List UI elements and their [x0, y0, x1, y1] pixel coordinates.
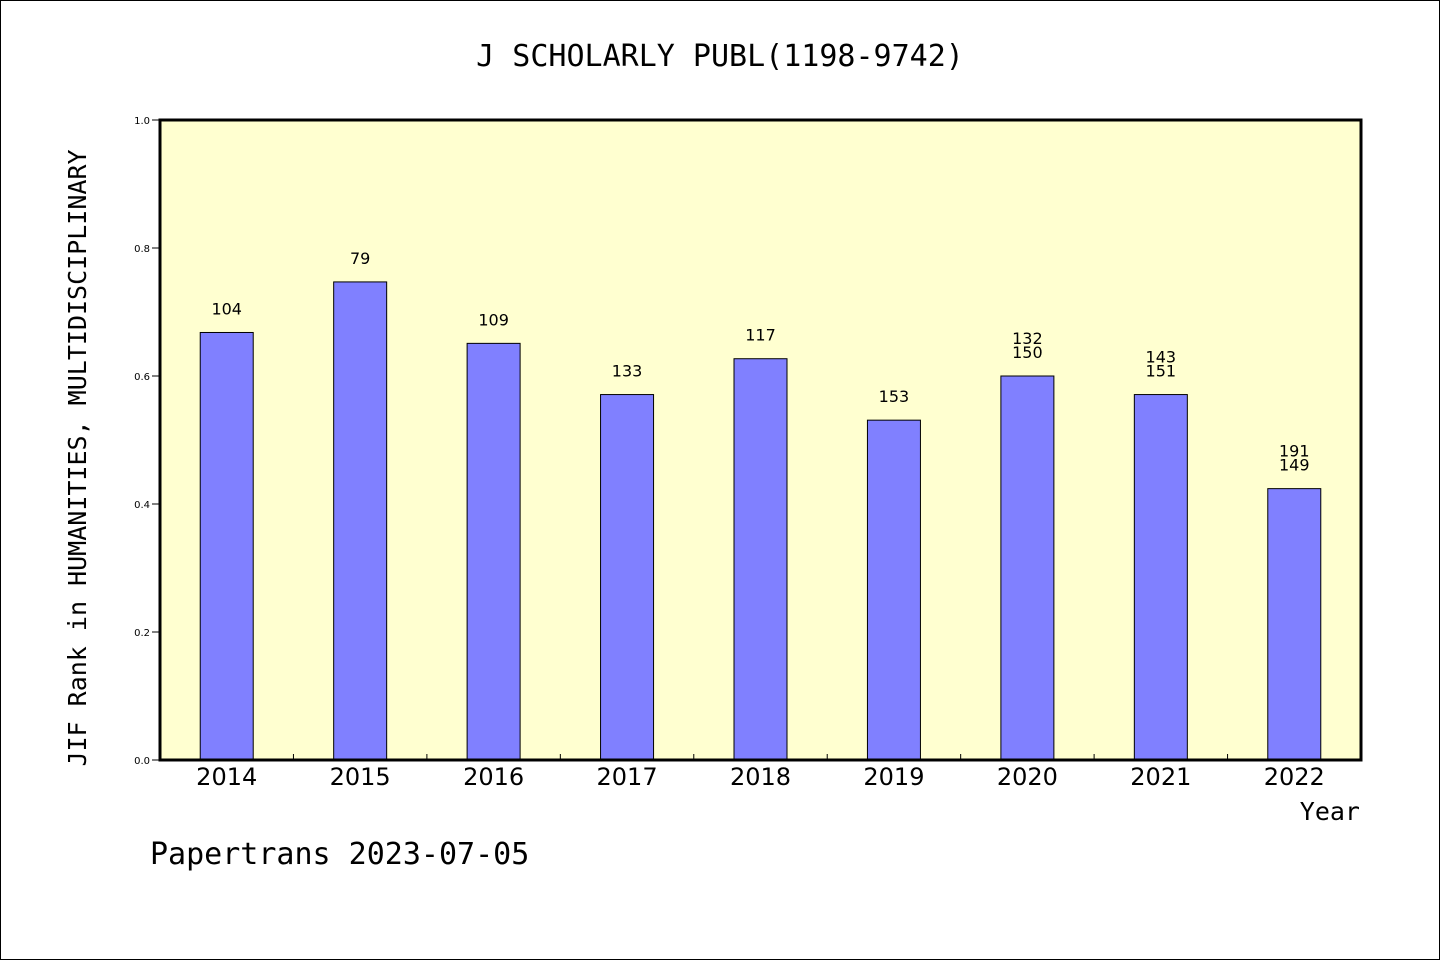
bar-rank-label: 117	[745, 326, 776, 345]
plot-border	[158, 118, 1363, 762]
x-tick-label: 2017	[597, 763, 658, 791]
x-axis-label: Year	[1300, 797, 1360, 826]
x-tick-label: 2022	[1264, 763, 1325, 791]
x-tick-label: 2015	[330, 763, 391, 791]
y-tick-label: 1.0	[134, 116, 150, 127]
bar-2017	[600, 394, 655, 761]
bar-rank-label: 79	[350, 249, 370, 268]
bar-2019	[866, 419, 921, 761]
bar-2021	[1133, 394, 1188, 761]
bar-rank-label: 150	[1012, 343, 1043, 362]
y-tick-label: 0.4	[134, 500, 150, 511]
bar-rank-label: 133	[612, 362, 643, 381]
bar-2014	[199, 331, 254, 761]
bar-2018	[733, 358, 788, 761]
bar-rank-label: 191	[1279, 442, 1310, 461]
bar-rank-label: 109	[478, 310, 509, 329]
y-tick-label: 0.6	[134, 372, 150, 383]
bar-rank-label: 143	[1146, 348, 1177, 367]
bar-2015	[333, 281, 388, 761]
y-tick-label: 0.0	[134, 756, 150, 767]
bar-2020	[1000, 375, 1055, 761]
y-tick-label: 0.8	[134, 244, 150, 255]
x-tick-label: 2021	[1130, 763, 1191, 791]
x-tick-label: 2020	[997, 763, 1058, 791]
x-tick-label: 2019	[863, 763, 924, 791]
bar-rank-label: 132	[1012, 329, 1043, 348]
bar-rank-label: 153	[879, 387, 910, 406]
x-tick-label: 2014	[196, 763, 257, 791]
x-tick-label: 2016	[463, 763, 524, 791]
bar-rank-label: 149	[1279, 456, 1310, 475]
bar-2016	[466, 342, 521, 761]
chart-title: J SCHOLARLY PUBL(1198-9742)	[476, 39, 964, 74]
y-tick-label: 0.2	[134, 628, 150, 639]
y-axis-label: JIF Rank in HUMANITIES, MULTIDISCIPLINAR…	[63, 149, 92, 766]
footer-text: Papertrans 2023-07-05	[150, 837, 529, 872]
bar-rank-label: 151	[1146, 362, 1177, 381]
bar-rank-label: 104	[211, 299, 242, 318]
bar-2022	[1267, 488, 1322, 761]
x-tick-label: 2018	[730, 763, 791, 791]
